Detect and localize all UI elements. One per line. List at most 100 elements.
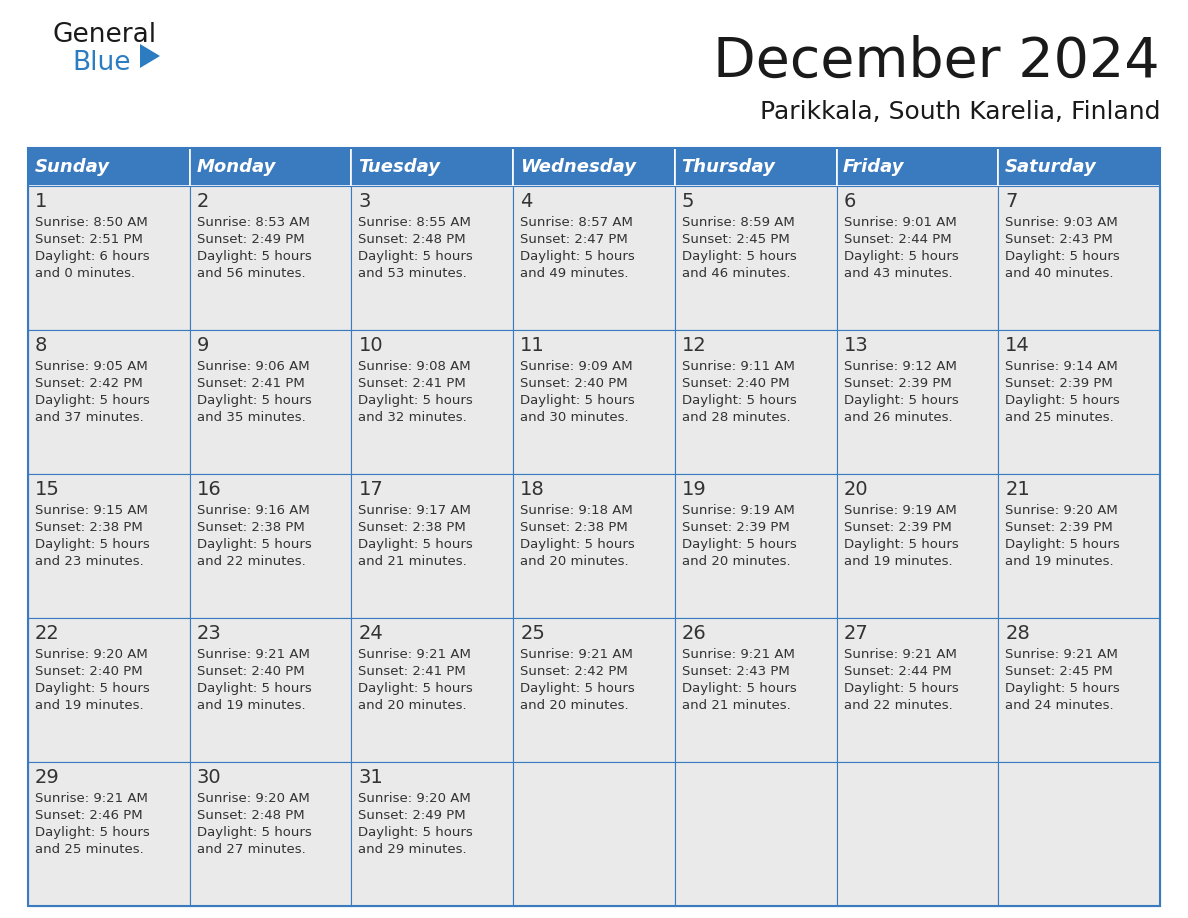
Text: Daylight: 5 hours: Daylight: 5 hours <box>197 394 311 407</box>
Text: Daylight: 5 hours: Daylight: 5 hours <box>682 250 797 263</box>
Text: and 29 minutes.: and 29 minutes. <box>359 843 467 856</box>
Text: and 35 minutes.: and 35 minutes. <box>197 411 305 424</box>
Bar <box>513 186 675 330</box>
Bar <box>352 186 513 330</box>
Bar <box>513 618 675 762</box>
Bar <box>998 474 1159 618</box>
Bar <box>29 618 190 762</box>
Text: and 20 minutes.: and 20 minutes. <box>682 555 790 568</box>
Text: 18: 18 <box>520 480 545 499</box>
Text: Friday: Friday <box>843 158 904 176</box>
Text: Sunset: 2:48 PM: Sunset: 2:48 PM <box>359 233 466 246</box>
Text: and 22 minutes.: and 22 minutes. <box>843 699 953 712</box>
Text: Daylight: 5 hours: Daylight: 5 hours <box>843 250 959 263</box>
Text: Sunset: 2:49 PM: Sunset: 2:49 PM <box>359 809 466 822</box>
Text: Sunset: 2:39 PM: Sunset: 2:39 PM <box>1005 377 1113 390</box>
Text: General: General <box>52 22 156 48</box>
Text: Sunset: 2:41 PM: Sunset: 2:41 PM <box>197 377 304 390</box>
Text: Sunset: 2:45 PM: Sunset: 2:45 PM <box>682 233 790 246</box>
Text: Saturday: Saturday <box>1005 158 1097 176</box>
Bar <box>836 330 998 474</box>
Text: and 19 minutes.: and 19 minutes. <box>1005 555 1114 568</box>
Bar <box>675 330 836 474</box>
Text: Sunset: 2:38 PM: Sunset: 2:38 PM <box>34 521 143 534</box>
Text: Sunrise: 9:16 AM: Sunrise: 9:16 AM <box>197 504 309 517</box>
Text: Daylight: 5 hours: Daylight: 5 hours <box>682 394 797 407</box>
Text: 21: 21 <box>1005 480 1030 499</box>
Text: and 40 minutes.: and 40 minutes. <box>1005 267 1114 280</box>
Text: and 56 minutes.: and 56 minutes. <box>197 267 305 280</box>
Bar <box>190 474 352 618</box>
Text: Daylight: 5 hours: Daylight: 5 hours <box>197 250 311 263</box>
Text: and 32 minutes.: and 32 minutes. <box>359 411 467 424</box>
Bar <box>675 148 836 186</box>
Text: and 0 minutes.: and 0 minutes. <box>34 267 135 280</box>
Text: 6: 6 <box>843 192 855 211</box>
Text: Daylight: 5 hours: Daylight: 5 hours <box>197 538 311 551</box>
Bar <box>513 762 675 906</box>
Text: Daylight: 5 hours: Daylight: 5 hours <box>197 826 311 839</box>
Bar <box>29 148 1159 906</box>
Text: Sunset: 2:51 PM: Sunset: 2:51 PM <box>34 233 143 246</box>
Text: Daylight: 5 hours: Daylight: 5 hours <box>34 682 150 695</box>
Text: Daylight: 5 hours: Daylight: 5 hours <box>197 682 311 695</box>
Text: Sunset: 2:49 PM: Sunset: 2:49 PM <box>197 233 304 246</box>
Bar <box>29 474 190 618</box>
Text: Sunset: 2:39 PM: Sunset: 2:39 PM <box>1005 521 1113 534</box>
Text: 11: 11 <box>520 336 545 355</box>
Bar <box>190 148 352 186</box>
Text: 14: 14 <box>1005 336 1030 355</box>
Text: 23: 23 <box>197 624 221 643</box>
Text: Sunrise: 9:18 AM: Sunrise: 9:18 AM <box>520 504 633 517</box>
Text: Sunset: 2:42 PM: Sunset: 2:42 PM <box>520 665 628 678</box>
Text: Sunset: 2:42 PM: Sunset: 2:42 PM <box>34 377 143 390</box>
Text: Sunrise: 9:08 AM: Sunrise: 9:08 AM <box>359 360 472 373</box>
Text: Sunrise: 9:19 AM: Sunrise: 9:19 AM <box>843 504 956 517</box>
Text: Sunrise: 9:11 AM: Sunrise: 9:11 AM <box>682 360 795 373</box>
Text: Sunday: Sunday <box>34 158 109 176</box>
Text: Sunset: 2:40 PM: Sunset: 2:40 PM <box>34 665 143 678</box>
Text: and 26 minutes.: and 26 minutes. <box>843 411 953 424</box>
Text: Daylight: 5 hours: Daylight: 5 hours <box>1005 394 1120 407</box>
Text: Sunset: 2:43 PM: Sunset: 2:43 PM <box>1005 233 1113 246</box>
Bar <box>352 330 513 474</box>
Text: Sunset: 2:44 PM: Sunset: 2:44 PM <box>843 665 952 678</box>
Bar <box>29 330 190 474</box>
Text: 8: 8 <box>34 336 48 355</box>
Text: Daylight: 5 hours: Daylight: 5 hours <box>34 826 150 839</box>
Bar <box>836 474 998 618</box>
Bar <box>836 762 998 906</box>
Text: Daylight: 5 hours: Daylight: 5 hours <box>359 394 473 407</box>
Text: Sunrise: 9:01 AM: Sunrise: 9:01 AM <box>843 216 956 229</box>
Text: and 23 minutes.: and 23 minutes. <box>34 555 144 568</box>
Text: and 24 minutes.: and 24 minutes. <box>1005 699 1114 712</box>
Bar <box>675 762 836 906</box>
Text: and 20 minutes.: and 20 minutes. <box>520 699 628 712</box>
Text: 7: 7 <box>1005 192 1018 211</box>
Text: Sunrise: 9:20 AM: Sunrise: 9:20 AM <box>1005 504 1118 517</box>
Text: and 53 minutes.: and 53 minutes. <box>359 267 467 280</box>
Text: 1: 1 <box>34 192 48 211</box>
Text: and 21 minutes.: and 21 minutes. <box>682 699 790 712</box>
Text: Daylight: 5 hours: Daylight: 5 hours <box>1005 538 1120 551</box>
Text: 30: 30 <box>197 768 221 787</box>
Bar <box>513 474 675 618</box>
Text: Sunrise: 8:57 AM: Sunrise: 8:57 AM <box>520 216 633 229</box>
Text: and 25 minutes.: and 25 minutes. <box>1005 411 1114 424</box>
Text: Sunset: 2:47 PM: Sunset: 2:47 PM <box>520 233 628 246</box>
Text: and 46 minutes.: and 46 minutes. <box>682 267 790 280</box>
Bar <box>190 186 352 330</box>
Text: 15: 15 <box>34 480 59 499</box>
Text: and 20 minutes.: and 20 minutes. <box>359 699 467 712</box>
Text: Sunrise: 9:21 AM: Sunrise: 9:21 AM <box>843 648 956 661</box>
Text: and 49 minutes.: and 49 minutes. <box>520 267 628 280</box>
Text: Daylight: 5 hours: Daylight: 5 hours <box>520 682 634 695</box>
Text: Daylight: 5 hours: Daylight: 5 hours <box>843 538 959 551</box>
Text: 16: 16 <box>197 480 221 499</box>
Text: Sunset: 2:40 PM: Sunset: 2:40 PM <box>520 377 627 390</box>
Bar <box>675 474 836 618</box>
Text: Sunrise: 9:19 AM: Sunrise: 9:19 AM <box>682 504 795 517</box>
Text: Sunrise: 8:55 AM: Sunrise: 8:55 AM <box>359 216 472 229</box>
Text: Sunset: 2:39 PM: Sunset: 2:39 PM <box>682 521 790 534</box>
Text: and 37 minutes.: and 37 minutes. <box>34 411 144 424</box>
